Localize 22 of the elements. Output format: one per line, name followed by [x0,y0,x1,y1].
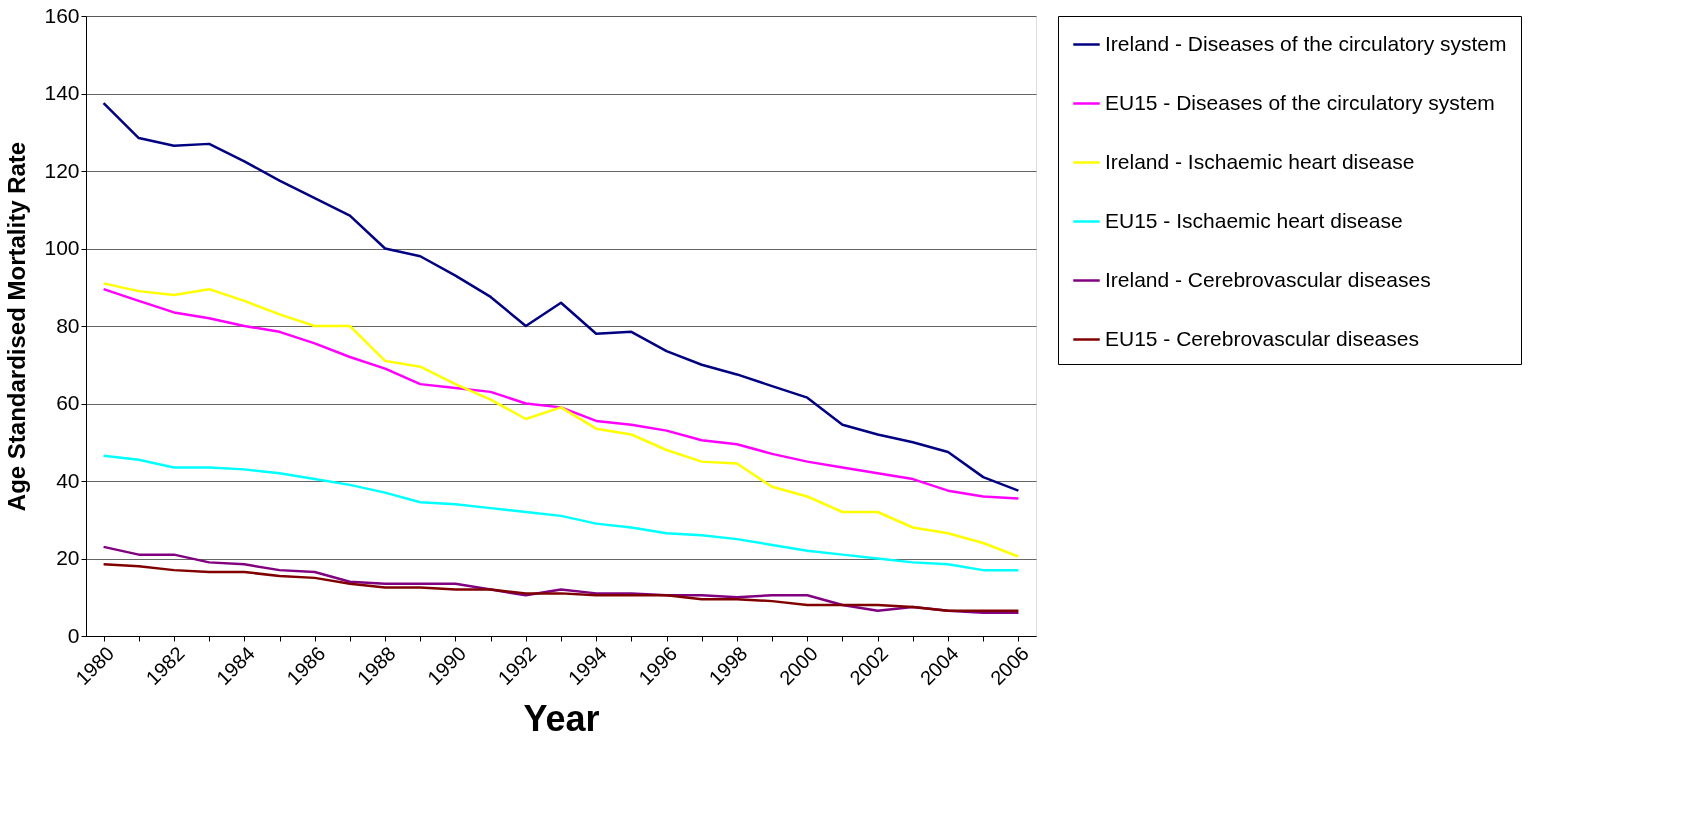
y-tick-label: 100 [44,236,80,259]
legend-label: EU15 - Ischaemic heart disease [1105,208,1403,232]
x-axis-title: Year [523,698,600,740]
legend-label: Ireland - Cerebrovascular diseases [1105,267,1431,291]
y-tick-label: 60 [56,391,80,414]
y-tick-label: 0 [67,623,80,647]
y-tick-label: 20 [56,546,80,569]
legend-label: Ireland - Diseases of the circulatory system [1105,31,1507,55]
y-tick-label: 80 [56,313,80,337]
y-tick-label: 40 [56,468,80,492]
y-tick-label: 160 [44,3,80,27]
line-series [102,101,1020,492]
legend-label: EU15 - Diseases of the circulatory system [1105,90,1495,114]
y-tick-label: 120 [44,158,80,182]
line-series [102,454,1020,572]
line-series [102,282,1020,558]
line-series [102,563,1020,613]
y-axis-title: Age Standardised Mortality Rate [3,141,31,512]
line-series [102,287,1020,500]
y-tick-label: 140 [44,81,80,104]
legend-label: Ireland - Ischaemic heart disease [1105,149,1415,173]
legend-label: EU15 - Cerebrovascular diseases [1105,326,1419,350]
